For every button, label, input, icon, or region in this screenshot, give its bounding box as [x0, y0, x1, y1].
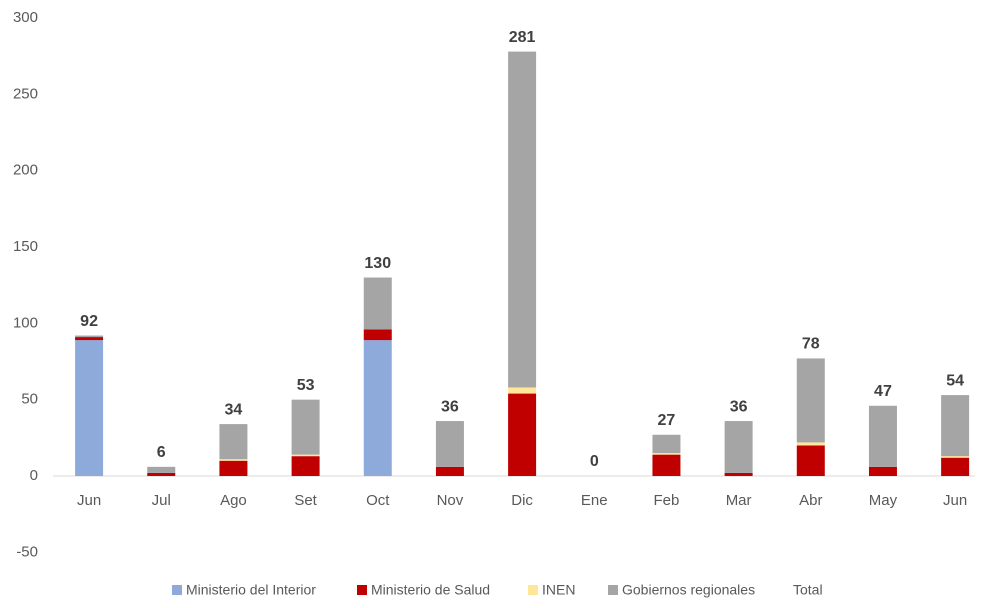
y-tick-label: 150: [13, 238, 38, 255]
bar-segment: [219, 424, 248, 460]
bar-segment: [796, 358, 825, 443]
total-label: 36: [441, 398, 459, 415]
bar-segment: [75, 337, 104, 341]
legend-label: Ministerio de Salud: [371, 582, 490, 598]
total-label: 36: [730, 398, 748, 415]
bar-segment: [219, 459, 248, 461]
bar-segment: [291, 399, 320, 455]
bar-segment: [363, 340, 392, 476]
bar-segment: [435, 466, 464, 476]
bar-segment: [652, 453, 681, 455]
legend-label: Ministerio del Interior: [186, 582, 316, 598]
bar-segment: [796, 442, 825, 446]
bar-segment: [941, 395, 970, 457]
legend-swatch: [528, 585, 538, 595]
legend-swatch: [172, 585, 182, 595]
x-tick-label: Ene: [581, 492, 608, 509]
bar-segment: [75, 340, 104, 476]
bar-segment: [508, 387, 537, 394]
legend-label: Gobiernos regionales: [622, 582, 755, 598]
x-tick-label: Dic: [511, 492, 533, 509]
bar-segment: [941, 456, 970, 458]
total-label: 92: [80, 313, 98, 330]
y-tick-label: 100: [13, 314, 38, 331]
bar-segment: [435, 421, 464, 467]
total-label: 130: [364, 255, 391, 272]
y-tick-label: 300: [13, 9, 38, 26]
total-label: 47: [874, 383, 892, 400]
x-tick-label: Feb: [654, 492, 680, 509]
y-tick-label: -50: [16, 543, 38, 560]
legend-label: Total: [793, 582, 823, 598]
bar-segment: [724, 472, 753, 476]
y-tick-label: 0: [30, 467, 38, 484]
legend-label: INEN: [542, 582, 575, 598]
total-label: 53: [297, 377, 315, 394]
bar-segment: [796, 445, 825, 476]
y-tick-label: 200: [13, 162, 38, 179]
x-tick-label: Ago: [220, 492, 247, 509]
y-tick-label: 250: [13, 85, 38, 102]
bar-segment: [147, 472, 176, 476]
total-label: 54: [946, 372, 964, 389]
legend-swatch: [357, 585, 367, 595]
bar-segment: [724, 421, 753, 473]
bar-segment: [363, 329, 392, 341]
total-label: 27: [658, 412, 676, 429]
y-tick-label: 50: [21, 391, 38, 408]
bar-segment: [75, 335, 104, 338]
bar-segment: [868, 466, 897, 476]
bar-segment: [291, 454, 320, 457]
bar-segment: [291, 456, 320, 476]
x-tick-label: Jun: [943, 492, 967, 509]
total-label: 6: [157, 444, 166, 461]
total-label: 78: [802, 336, 820, 353]
x-tick-label: Jul: [152, 492, 171, 509]
total-label: 34: [225, 401, 243, 418]
legend-swatch: [608, 585, 618, 595]
total-label: 0: [590, 453, 599, 470]
bar-segment: [652, 434, 681, 454]
x-tick-label: Abr: [799, 492, 822, 509]
x-tick-label: Nov: [437, 492, 464, 509]
bar-segment: [363, 277, 392, 330]
x-tick-label: May: [869, 492, 898, 509]
bar-segment: [508, 51, 537, 388]
bar-segment: [508, 393, 537, 476]
bar-segment: [941, 457, 970, 476]
bar-segment: [868, 405, 897, 467]
x-tick-label: Set: [294, 492, 317, 509]
bar-segment: [219, 460, 248, 476]
bar-segment: [652, 454, 681, 476]
bar-segment: [147, 466, 176, 473]
x-tick-label: Jun: [77, 492, 101, 509]
x-tick-label: Oct: [366, 492, 390, 509]
total-label: 281: [509, 29, 536, 46]
x-tick-label: Mar: [726, 492, 752, 509]
